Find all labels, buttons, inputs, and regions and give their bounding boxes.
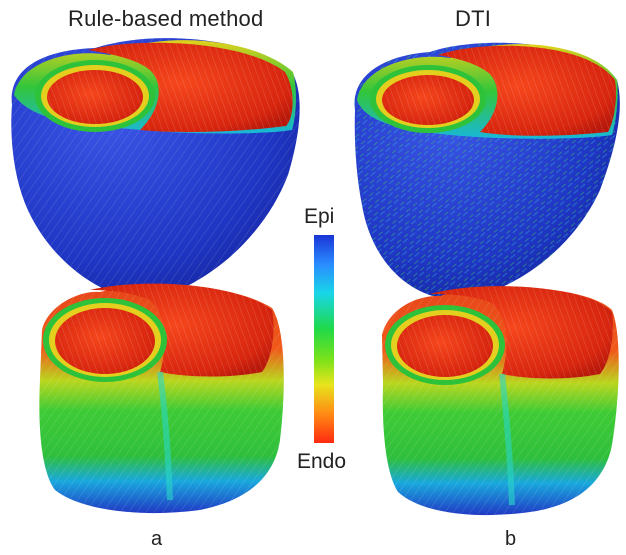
panel-label-a: a <box>151 528 163 550</box>
heart-dti-bottom <box>382 286 619 516</box>
colorbar-bottom-label: Endo <box>297 450 347 473</box>
header-rule-based: Rule-based method <box>68 6 264 31</box>
panel-label-b: b <box>505 528 517 550</box>
colorbar <box>314 235 334 443</box>
heart-dti-top <box>354 42 620 301</box>
heart-rule-based-top <box>11 38 300 300</box>
heart-rule-based-bottom <box>39 283 284 514</box>
header-dti: DTI <box>455 6 492 31</box>
colorbar-top-label: Epi <box>304 205 335 228</box>
